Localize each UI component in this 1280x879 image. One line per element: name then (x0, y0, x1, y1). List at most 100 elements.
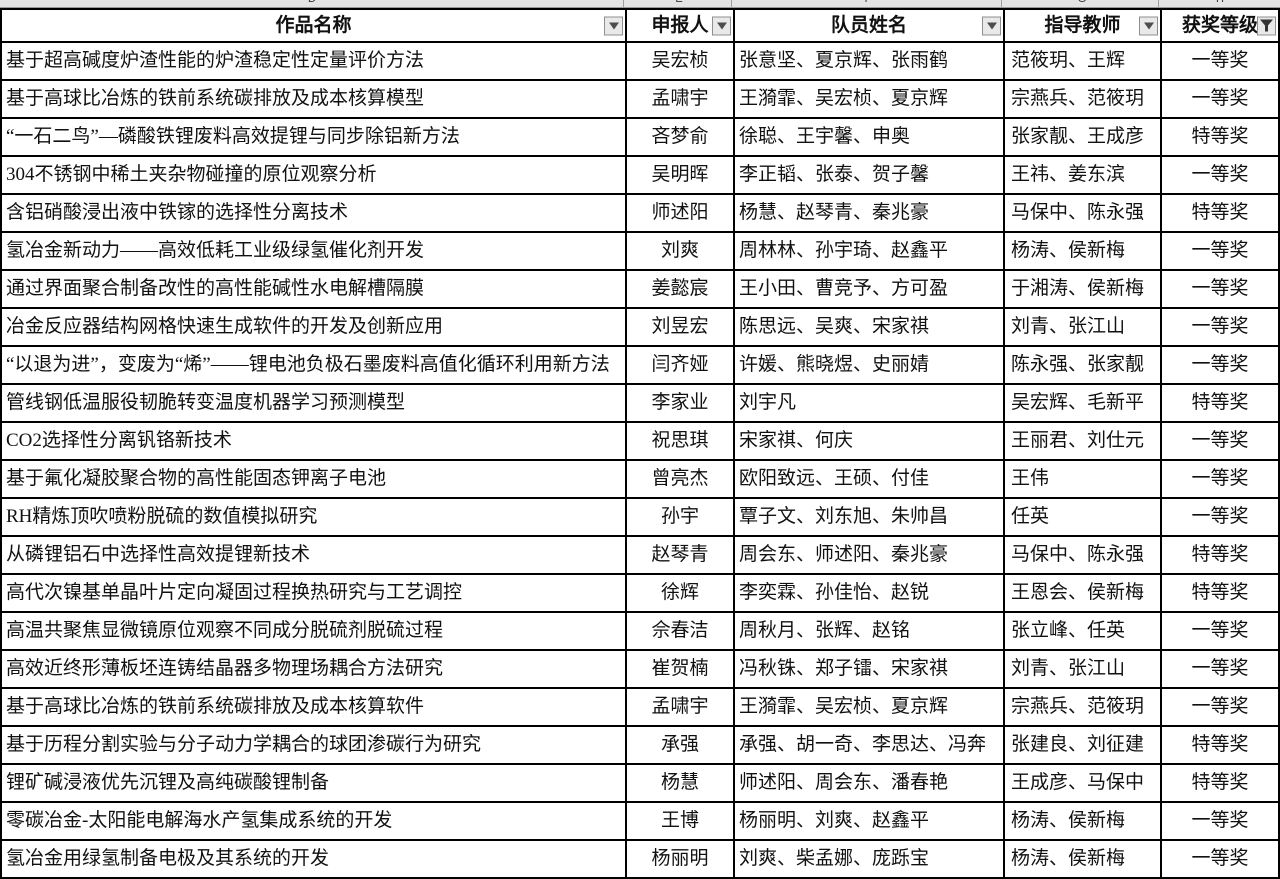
cell-advisors[interactable]: 杨涛、侯新梅 (1005, 803, 1162, 839)
cell-work-title[interactable]: 基于超高碱度炉渣性能的炉渣稳定性定量评价方法 (2, 43, 627, 79)
cell-work-title[interactable]: 通过界面聚合制备改性的高性能碱性水电解槽隔膜 (2, 271, 627, 307)
cell-award-level[interactable]: 一等奖 (1162, 233, 1280, 269)
header-applicant[interactable]: 申报人 (627, 10, 735, 41)
cell-team-members[interactable]: 李奕霖、孙佳怡、赵锐 (735, 575, 1005, 611)
cell-advisors[interactable]: 王丽君、刘仕元 (1005, 423, 1162, 459)
cell-applicant[interactable]: 吝梦俞 (627, 119, 735, 155)
cell-work-title[interactable]: 零碳冶金-太阳能电解海水产氢集成系统的开发 (2, 803, 627, 839)
cell-applicant[interactable]: 赵琴青 (627, 537, 735, 573)
cell-work-title[interactable]: 基于氟化凝胶聚合物的高性能固态钾离子电池 (2, 461, 627, 497)
cell-advisors[interactable]: 陈永强、张家靓 (1005, 347, 1162, 383)
cell-work-title[interactable]: CO2选择性分离钒铬新技术 (2, 423, 627, 459)
cell-applicant[interactable]: 佘春洁 (627, 613, 735, 649)
cell-advisors[interactable]: 刘青、张江山 (1005, 651, 1162, 687)
cell-advisors[interactable]: 刘青、张江山 (1005, 309, 1162, 345)
cell-award-level[interactable]: 特等奖 (1162, 575, 1280, 611)
cell-applicant[interactable]: 杨丽明 (627, 841, 735, 877)
cell-applicant[interactable]: 杨慧 (627, 765, 735, 801)
cell-team-members[interactable]: 王小田、曹竞予、方可盈 (735, 271, 1005, 307)
cell-award-level[interactable]: 一等奖 (1162, 309, 1280, 345)
cell-applicant[interactable]: 师述阳 (627, 195, 735, 231)
cell-award-level[interactable]: 一等奖 (1162, 461, 1280, 497)
cell-award-level[interactable]: 一等奖 (1162, 613, 1280, 649)
filter-button-work-title[interactable] (604, 16, 623, 35)
cell-advisors[interactable]: 范筱玥、王辉 (1005, 43, 1162, 79)
header-advisors[interactable]: 指导教师 (1005, 10, 1162, 41)
cell-advisors[interactable]: 杨涛、侯新梅 (1005, 841, 1162, 877)
cell-advisors[interactable]: 宗燕兵、范筱玥 (1005, 689, 1162, 725)
cell-advisors[interactable]: 王成彦、马保中 (1005, 765, 1162, 801)
filter-button-award-level[interactable] (1257, 16, 1276, 35)
header-team-members[interactable]: 队员姓名 (735, 10, 1005, 41)
cell-team-members[interactable]: 徐聪、王宇馨、申奥 (735, 119, 1005, 155)
cell-team-members[interactable]: 冯秋铢、郑子镭、宋家祺 (735, 651, 1005, 687)
cell-team-members[interactable]: 李正韬、张泰、贺子馨 (735, 157, 1005, 193)
cell-work-title[interactable]: 氢冶金用绿氢制备电极及其系统的开发 (2, 841, 627, 877)
cell-award-level[interactable]: 特等奖 (1162, 537, 1280, 573)
cell-advisors[interactable]: 张家靓、王成彦 (1005, 119, 1162, 155)
cell-award-level[interactable]: 一等奖 (1162, 651, 1280, 687)
cell-team-members[interactable]: 欧阳致远、王硕、付佳 (735, 461, 1005, 497)
cell-advisors[interactable]: 张建良、刘征建 (1005, 727, 1162, 763)
cell-award-level[interactable]: 特等奖 (1162, 765, 1280, 801)
cell-advisors[interactable]: 于湘涛、侯新梅 (1005, 271, 1162, 307)
cell-applicant[interactable]: 曾亮杰 (627, 461, 735, 497)
cell-team-members[interactable]: 许媛、熊晓煜、史丽婧 (735, 347, 1005, 383)
cell-work-title[interactable]: 高温共聚焦显微镜原位观察不同成分脱硫剂脱硫过程 (2, 613, 627, 649)
cell-team-members[interactable]: 王漪霏、吴宏桢、夏京辉 (735, 81, 1005, 117)
cell-award-level[interactable]: 一等奖 (1162, 803, 1280, 839)
header-work-title[interactable]: 作品名称 (2, 10, 627, 41)
cell-team-members[interactable]: 周林林、孙宇琦、赵鑫平 (735, 233, 1005, 269)
cell-award-level[interactable]: 一等奖 (1162, 841, 1280, 877)
cell-applicant[interactable]: 刘爽 (627, 233, 735, 269)
cell-advisors[interactable]: 王恩会、侯新梅 (1005, 575, 1162, 611)
cell-award-level[interactable]: 特等奖 (1162, 195, 1280, 231)
cell-applicant[interactable]: 吴宏桢 (627, 43, 735, 79)
cell-award-level[interactable]: 一等奖 (1162, 689, 1280, 725)
cell-award-level[interactable]: 一等奖 (1162, 499, 1280, 535)
cell-work-title[interactable]: 从磷锂铝石中选择性高效提锂新技术 (2, 537, 627, 573)
cell-applicant[interactable]: 姜懿宸 (627, 271, 735, 307)
cell-team-members[interactable]: 宋家祺、何庆 (735, 423, 1005, 459)
cell-applicant[interactable]: 李家业 (627, 385, 735, 421)
cell-advisors[interactable]: 马保中、陈永强 (1005, 537, 1162, 573)
cell-applicant[interactable]: 徐辉 (627, 575, 735, 611)
cell-advisors[interactable]: 王祎、姜东滨 (1005, 157, 1162, 193)
cell-team-members[interactable]: 刘宇凡 (735, 385, 1005, 421)
cell-award-level[interactable]: 特等奖 (1162, 385, 1280, 421)
cell-work-title[interactable]: 锂矿碱浸液优先沉锂及高纯碳酸锂制备 (2, 765, 627, 801)
cell-advisors[interactable]: 张立峰、任英 (1005, 613, 1162, 649)
cell-work-title[interactable]: 含铝硝酸浸出液中铁镓的选择性分离技术 (2, 195, 627, 231)
cell-work-title[interactable]: “以退为进”，变废为“烯”——锂电池负极石墨废料高值化循环利用新方法 (2, 347, 627, 383)
cell-award-level[interactable]: 一等奖 (1162, 271, 1280, 307)
cell-award-level[interactable]: 一等奖 (1162, 157, 1280, 193)
cell-team-members[interactable]: 杨慧、赵琴青、秦兆豪 (735, 195, 1005, 231)
cell-team-members[interactable]: 陈思远、吴爽、宋家祺 (735, 309, 1005, 345)
cell-award-level[interactable]: 一等奖 (1162, 423, 1280, 459)
cell-work-title[interactable]: 基于历程分割实验与分子动力学耦合的球团渗碳行为研究 (2, 727, 627, 763)
cell-work-title[interactable]: 氢冶金新动力——高效低耗工业级绿氢催化剂开发 (2, 233, 627, 269)
cell-team-members[interactable]: 周秋月、张辉、赵铭 (735, 613, 1005, 649)
cell-work-title[interactable]: RH精炼顶吹喷粉脱硫的数值模拟研究 (2, 499, 627, 535)
cell-team-members[interactable]: 王漪霏、吴宏桢、夏京辉 (735, 689, 1005, 725)
cell-advisors[interactable]: 任英 (1005, 499, 1162, 535)
cell-work-title[interactable]: 304不锈钢中稀土夹杂物碰撞的原位观察分析 (2, 157, 627, 193)
cell-applicant[interactable]: 孙宇 (627, 499, 735, 535)
cell-award-level[interactable]: 一等奖 (1162, 347, 1280, 383)
cell-team-members[interactable]: 刘爽、柴孟娜、庞跞宝 (735, 841, 1005, 877)
cell-team-members[interactable]: 张意坚、夏京辉、张雨鹤 (735, 43, 1005, 79)
cell-award-level[interactable]: 一等奖 (1162, 43, 1280, 79)
cell-advisors[interactable]: 马保中、陈永强 (1005, 195, 1162, 231)
cell-work-title[interactable]: 基于高球比冶炼的铁前系统碳排放及成本核算软件 (2, 689, 627, 725)
cell-advisors[interactable]: 杨涛、侯新梅 (1005, 233, 1162, 269)
cell-work-title[interactable]: 高代次镍基单晶叶片定向凝固过程换热研究与工艺调控 (2, 575, 627, 611)
cell-applicant[interactable]: 刘昱宏 (627, 309, 735, 345)
cell-work-title[interactable]: 高效近终形薄板坯连铸结晶器多物理场耦合方法研究 (2, 651, 627, 687)
filter-button-advisors[interactable] (1139, 16, 1158, 35)
filter-button-team-members[interactable] (982, 16, 1001, 35)
cell-team-members[interactable]: 周会东、师述阳、秦兆豪 (735, 537, 1005, 573)
cell-applicant[interactable]: 吴明晖 (627, 157, 735, 193)
cell-advisors[interactable]: 宗燕兵、范筱玥 (1005, 81, 1162, 117)
cell-work-title[interactable]: “一石二鸟”—磷酸铁锂废料高效提锂与同步除铝新方法 (2, 119, 627, 155)
cell-work-title[interactable]: 管线钢低温服役韧脆转变温度机器学习预测模型 (2, 385, 627, 421)
